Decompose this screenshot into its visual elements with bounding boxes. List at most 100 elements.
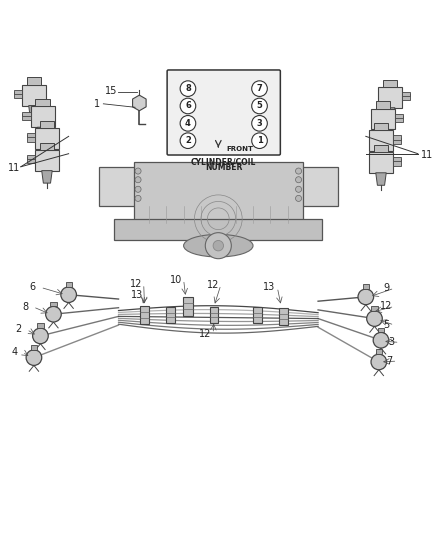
Bar	[27, 133, 35, 138]
Circle shape	[252, 116, 267, 131]
Bar	[37, 324, 43, 328]
Bar	[27, 155, 35, 159]
Bar	[166, 308, 175, 323]
Text: 6: 6	[29, 282, 35, 292]
Circle shape	[32, 328, 48, 344]
Bar	[31, 107, 55, 127]
Bar	[35, 128, 59, 149]
Bar	[40, 142, 54, 150]
Bar	[99, 167, 145, 206]
Text: 8: 8	[22, 302, 28, 312]
Bar	[27, 157, 35, 163]
Text: 4: 4	[11, 347, 18, 357]
Bar	[14, 92, 22, 98]
Bar	[22, 111, 31, 116]
Text: 11: 11	[8, 163, 21, 173]
Bar	[114, 219, 322, 240]
Text: 2: 2	[16, 325, 22, 334]
Bar	[402, 92, 410, 96]
Text: CYLINDER/COIL: CYLINDER/COIL	[191, 157, 256, 166]
Circle shape	[180, 133, 196, 149]
Text: 7: 7	[387, 356, 393, 366]
Circle shape	[180, 81, 196, 96]
Bar	[35, 150, 59, 171]
Circle shape	[46, 306, 61, 322]
Bar	[393, 159, 401, 166]
Bar	[22, 114, 31, 120]
Text: 12: 12	[207, 280, 219, 290]
Polygon shape	[28, 106, 39, 118]
Ellipse shape	[184, 235, 253, 257]
Text: 7: 7	[257, 84, 262, 93]
Bar	[376, 350, 382, 354]
Bar	[14, 90, 22, 94]
Bar	[27, 135, 35, 142]
Text: 5: 5	[384, 320, 390, 330]
Circle shape	[296, 168, 302, 174]
Bar	[50, 302, 57, 306]
Bar	[369, 152, 393, 173]
Text: 5: 5	[257, 101, 262, 110]
Circle shape	[180, 116, 196, 131]
Text: 3: 3	[257, 119, 262, 128]
Polygon shape	[133, 95, 146, 111]
Circle shape	[252, 133, 267, 149]
Bar	[134, 163, 303, 223]
Text: 2: 2	[185, 136, 191, 145]
Text: 6: 6	[185, 101, 191, 110]
Bar	[378, 87, 402, 108]
Circle shape	[135, 177, 141, 183]
Text: 12: 12	[130, 279, 142, 289]
Circle shape	[296, 177, 302, 183]
Circle shape	[61, 287, 77, 303]
Polygon shape	[376, 173, 386, 185]
Bar	[378, 328, 384, 333]
Text: 13: 13	[131, 290, 143, 300]
Circle shape	[180, 98, 196, 114]
Circle shape	[252, 98, 267, 114]
Text: 3: 3	[389, 337, 395, 348]
Bar	[371, 109, 395, 130]
Bar	[279, 308, 288, 325]
Bar	[31, 345, 37, 350]
Circle shape	[296, 196, 302, 201]
Circle shape	[135, 186, 141, 192]
Polygon shape	[378, 130, 389, 142]
Bar	[402, 94, 410, 100]
FancyBboxPatch shape	[167, 70, 280, 155]
Text: NUMBER: NUMBER	[205, 163, 242, 172]
Text: 4: 4	[185, 119, 191, 128]
Bar	[140, 306, 149, 324]
Bar	[40, 121, 54, 128]
Bar	[395, 116, 403, 122]
Bar	[369, 130, 393, 151]
Polygon shape	[42, 171, 52, 183]
Text: 13: 13	[263, 282, 276, 292]
Circle shape	[26, 350, 42, 366]
Text: 10: 10	[170, 274, 182, 285]
Text: 11: 11	[421, 150, 434, 159]
Bar	[376, 101, 390, 109]
Bar	[363, 285, 369, 289]
Bar	[210, 308, 218, 323]
Bar	[395, 114, 403, 118]
Circle shape	[135, 168, 141, 174]
Polygon shape	[42, 149, 52, 161]
Text: 1: 1	[257, 136, 262, 145]
Bar	[393, 138, 401, 144]
Polygon shape	[376, 151, 386, 164]
Bar	[35, 99, 50, 107]
Text: 15: 15	[105, 86, 117, 96]
Text: 8: 8	[185, 84, 191, 93]
Bar	[374, 144, 388, 152]
Bar	[371, 306, 378, 311]
Circle shape	[367, 311, 382, 326]
Circle shape	[205, 233, 231, 259]
Polygon shape	[385, 108, 395, 120]
Circle shape	[135, 196, 141, 201]
Circle shape	[373, 333, 389, 348]
Circle shape	[371, 354, 387, 370]
Bar	[393, 135, 401, 140]
Bar	[374, 123, 388, 130]
Text: 1: 1	[94, 99, 100, 109]
